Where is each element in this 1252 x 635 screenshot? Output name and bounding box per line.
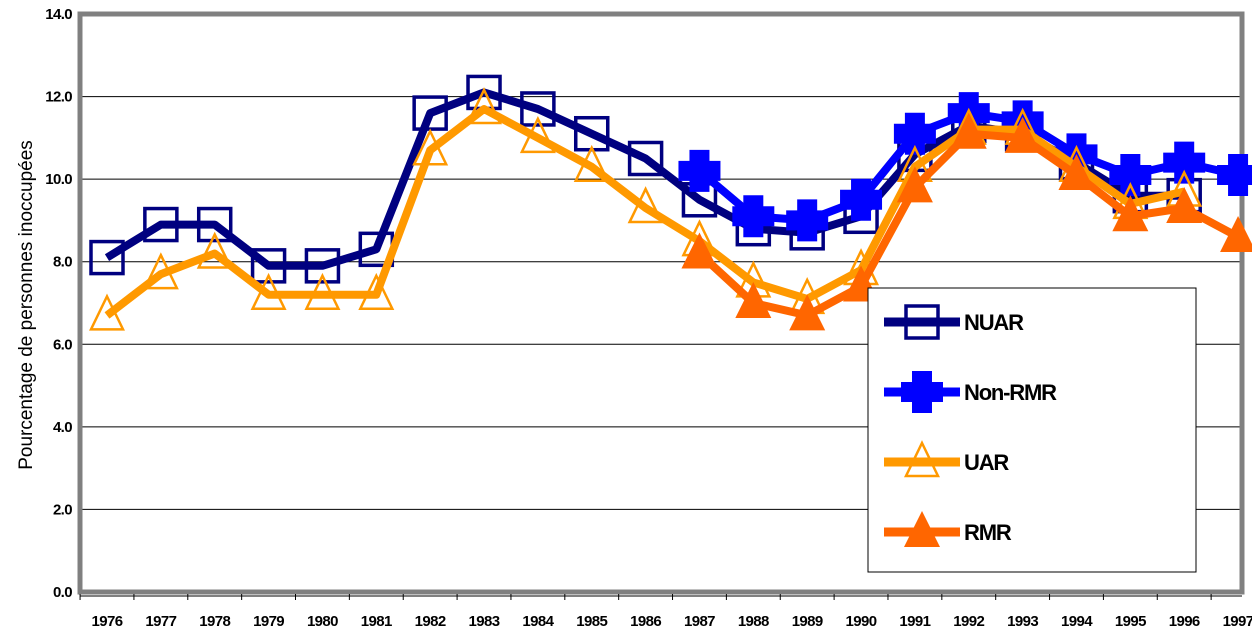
data-point [732, 195, 775, 238]
data-point [250, 272, 287, 310]
y-tick-label: 10.0 [45, 171, 72, 188]
x-tick-label: 1995 [1115, 613, 1146, 630]
x-tick-label: 1976 [92, 613, 123, 630]
x-tick-label: 1988 [738, 613, 769, 630]
legend-marker-icon [904, 304, 940, 340]
x-tick-label: 1983 [469, 613, 500, 630]
data-point [412, 128, 449, 166]
data-point [786, 199, 829, 242]
data-point [1217, 154, 1252, 197]
data-point [304, 272, 341, 310]
x-tick-label: 1977 [145, 613, 176, 630]
legend-item: Non-RMR [884, 371, 1058, 413]
data-point [1220, 215, 1252, 252]
series-line [104, 105, 1186, 319]
y-tick-label: 4.0 [53, 419, 72, 436]
legend-marker-icon [901, 371, 943, 413]
x-tick-label: 1984 [522, 613, 554, 630]
data-point [196, 206, 233, 243]
data-point [89, 293, 125, 331]
data-point [250, 248, 287, 284]
x-tick-label: 1996 [1169, 613, 1200, 630]
x-tick-label: 1981 [361, 613, 392, 630]
data-point [678, 149, 721, 192]
x-tick-label: 1985 [576, 613, 607, 630]
data-point [519, 115, 556, 154]
data-point [143, 206, 179, 243]
y-tick-label: 2.0 [53, 501, 72, 518]
legend-marker-icon [904, 511, 940, 547]
legend: NUAR Non-RMR UAR RMR [867, 287, 1197, 573]
data-point [142, 252, 179, 290]
data-point [681, 232, 718, 269]
series-rmr [681, 112, 1252, 331]
data-point [840, 178, 883, 221]
data-point [1109, 154, 1152, 197]
x-tick-label: 1978 [199, 613, 230, 630]
legend-item: NUAR [884, 304, 1025, 340]
data-point [627, 140, 664, 177]
y-tick-label: 12.0 [45, 89, 72, 106]
data-point [89, 239, 125, 276]
legend-marker-icon [904, 440, 940, 478]
x-tick-label: 1990 [846, 613, 877, 630]
x-tick-label: 1989 [792, 613, 823, 630]
series-group [89, 74, 1252, 331]
x-tick-label: 1991 [899, 613, 930, 630]
data-point [466, 87, 503, 125]
legend-label: RMR [964, 520, 1012, 545]
y-tick-label: 8.0 [53, 254, 72, 271]
y-tick-label: 14.0 [45, 6, 72, 23]
data-point [627, 186, 664, 224]
data-point [1058, 154, 1095, 191]
data-point [893, 112, 936, 155]
data-point [735, 282, 772, 318]
x-tick-label: 1979 [253, 613, 284, 630]
legend-label: UAR [964, 450, 1009, 475]
x-tick-label: 1980 [307, 613, 338, 630]
x-tick-label: 1994 [1061, 613, 1093, 630]
plot-frame [77, 11, 1245, 595]
data-point [196, 231, 233, 269]
x-tick-label: 1986 [630, 613, 661, 630]
legend-label: Non-RMR [964, 380, 1057, 405]
x-tick-label: 1997 [1223, 613, 1252, 630]
legend-item: RMR [884, 511, 1013, 547]
y-tick-label: 6.0 [53, 336, 72, 353]
legend-label: NUAR [964, 310, 1024, 335]
y-tick-label: 0.0 [53, 584, 72, 601]
data-point [520, 91, 556, 127]
legend-item: UAR [884, 440, 1011, 478]
series-non-rmr [678, 92, 1252, 242]
data-point [1112, 195, 1149, 232]
data-point [358, 272, 395, 310]
data-point [1004, 116, 1041, 153]
x-tick-label: 1993 [1007, 613, 1038, 630]
data-point [573, 144, 610, 183]
y-axis-label: Pourcentage de personnes inoccupées [16, 140, 37, 470]
data-point [950, 112, 987, 149]
x-tick-label: 1982 [415, 613, 446, 630]
data-point [789, 294, 826, 331]
data-point [304, 248, 341, 284]
x-tick-label: 1987 [684, 613, 715, 630]
axes: 0.0 2.0 4.0 6.0 8.0 10.0 12.0 14.0 1976 1977 1978 1… [45, 6, 1252, 630]
x-tick-label: 1992 [953, 613, 984, 630]
data-point [1166, 187, 1203, 224]
data-point [1163, 141, 1206, 184]
data-point [896, 166, 933, 203]
plot-border [77, 11, 1245, 595]
